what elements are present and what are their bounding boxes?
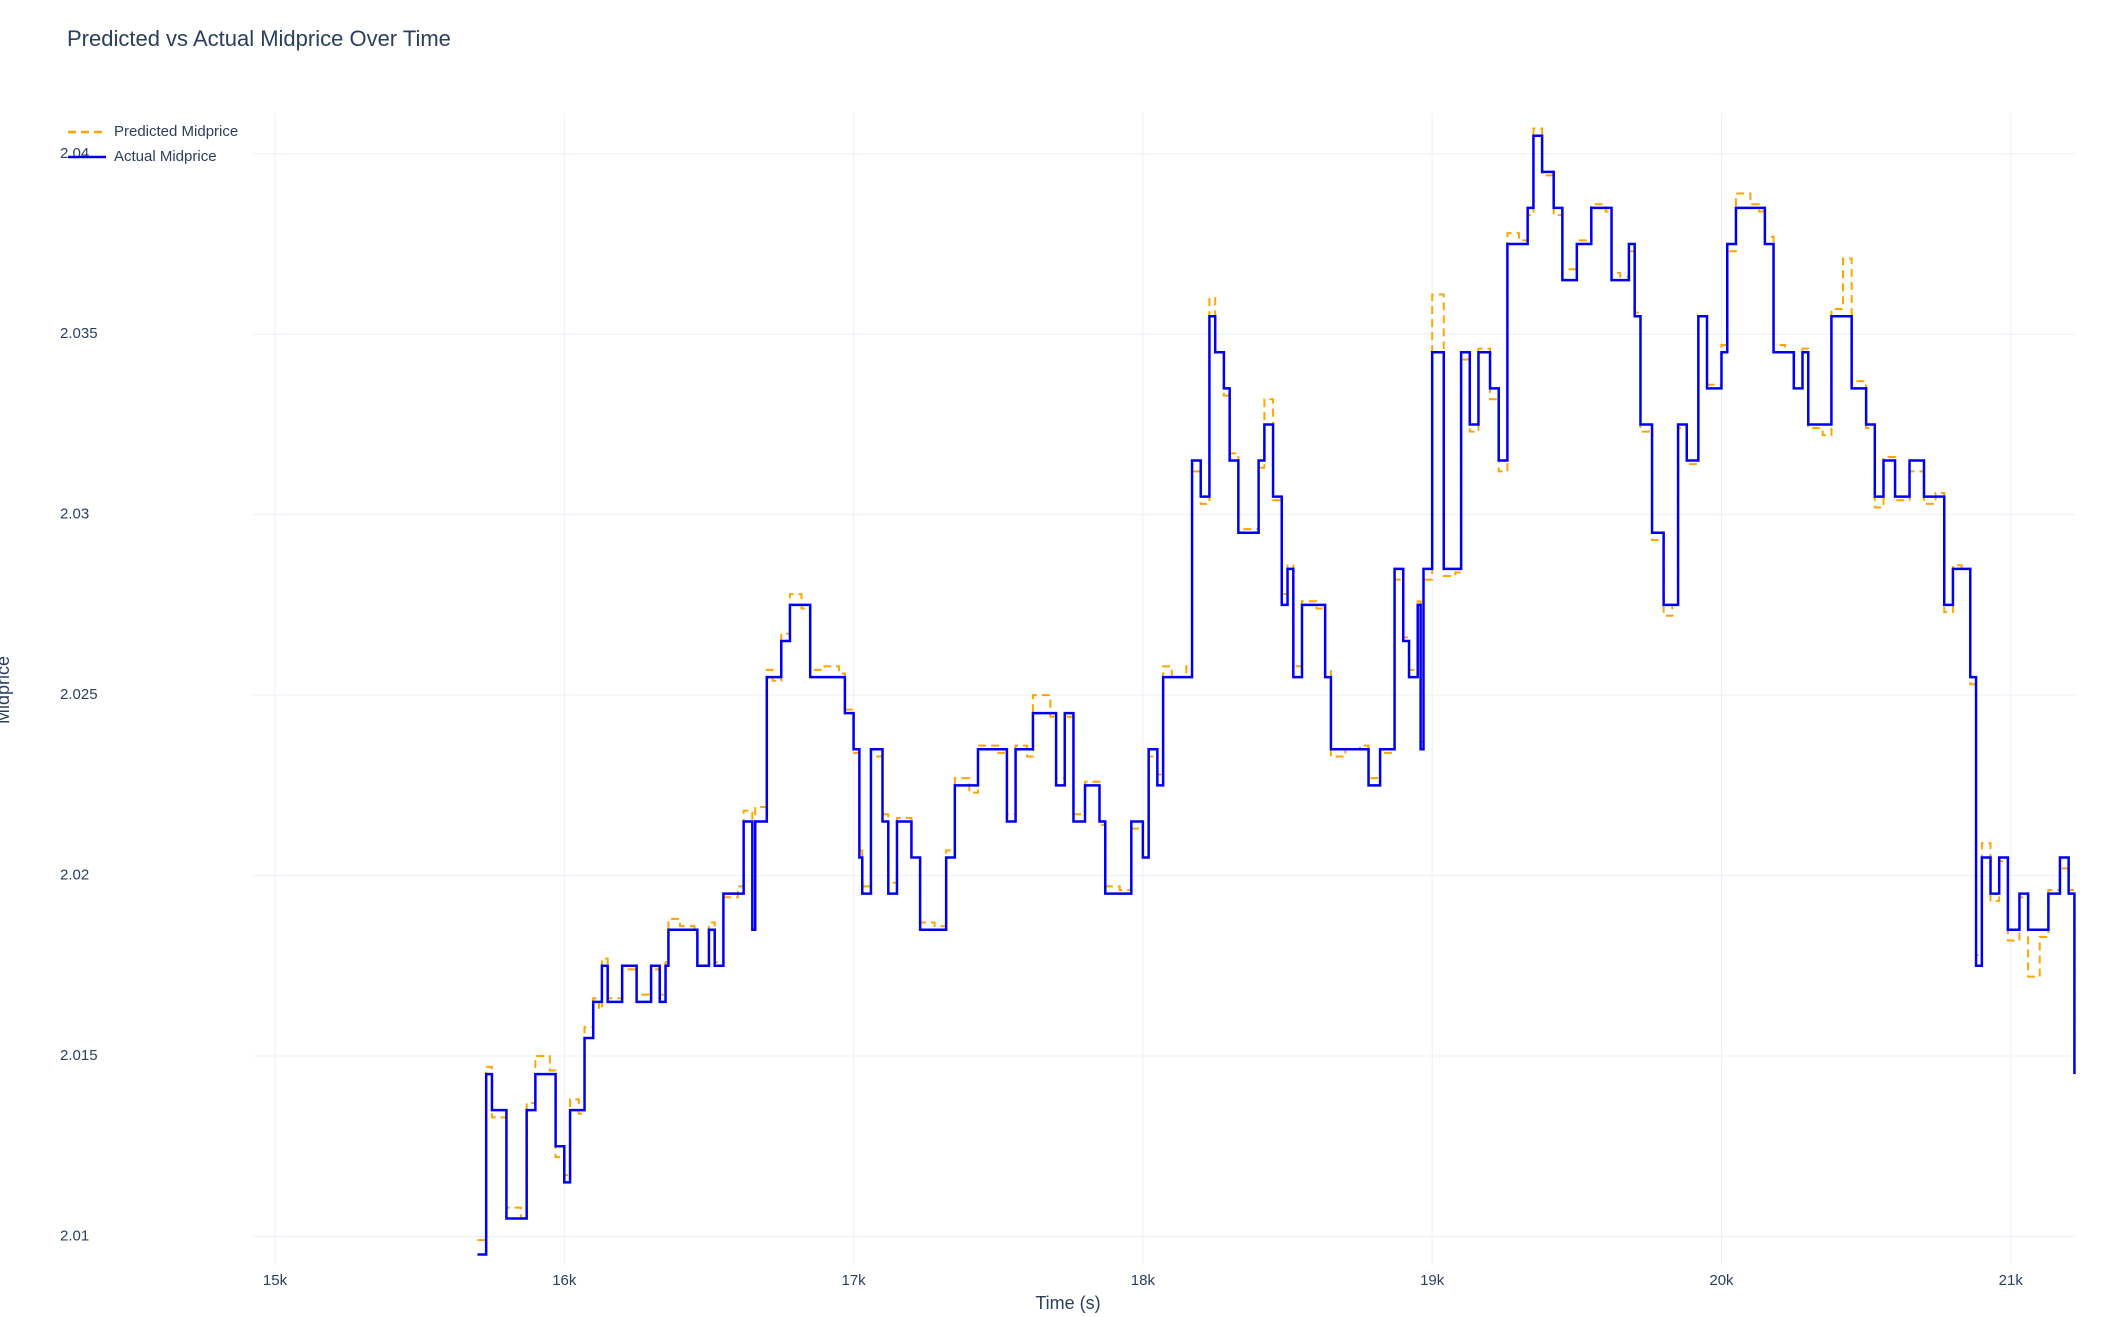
chart-title: Predicted vs Actual Midprice Over Time: [67, 26, 451, 51]
y-tick-label: 2.035: [60, 325, 98, 342]
y-tick-label: 2.02: [60, 867, 89, 884]
y-tick-label: 2.01: [60, 1227, 89, 1244]
y-tick-label: 2.025: [60, 686, 98, 703]
x-tick-label: 17k: [841, 1272, 866, 1289]
y-tick-label: 2.04: [60, 145, 89, 162]
x-tick-label: 21k: [1999, 1272, 2024, 1289]
y-axis-title: Midprice: [0, 656, 13, 724]
x-tick-label: 18k: [1131, 1272, 1156, 1289]
y-tick-label: 2.03: [60, 506, 89, 523]
x-tick-label: 16k: [552, 1272, 577, 1289]
x-tick-label: 19k: [1420, 1272, 1445, 1289]
legend-label: Actual Midprice: [114, 148, 217, 165]
series-line: [477, 134, 2076, 1256]
legend-label: Predicted Midprice: [114, 123, 238, 140]
x-tick-label: 15k: [263, 1272, 288, 1289]
x-axis-title: Time (s): [1035, 1293, 1100, 1313]
x-tick-label: 20k: [1709, 1272, 1734, 1289]
y-tick-label: 2.015: [60, 1047, 98, 1064]
